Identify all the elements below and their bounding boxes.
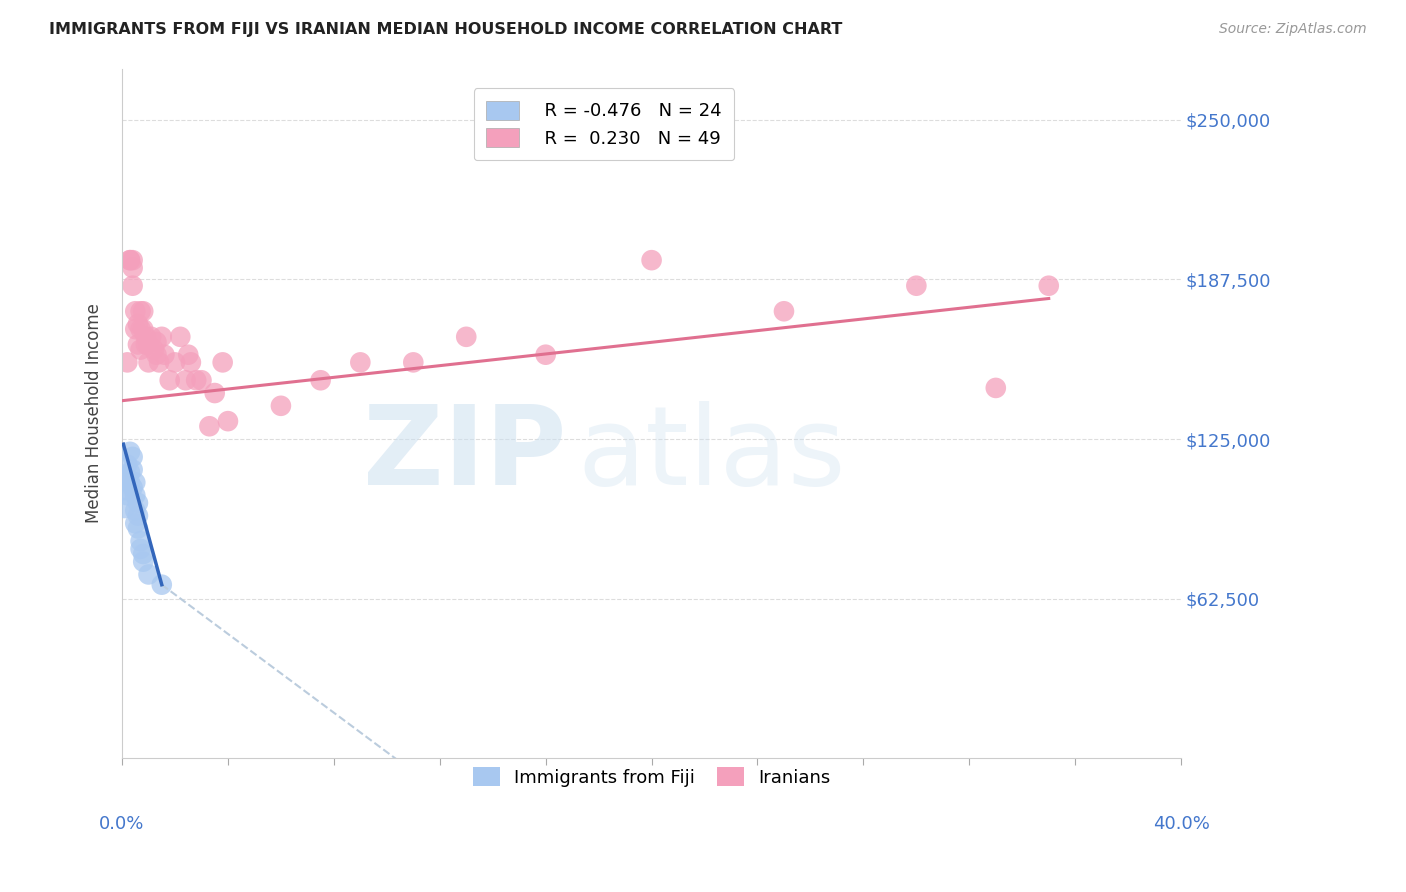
Point xyxy=(905,278,928,293)
Point xyxy=(163,355,186,369)
Point xyxy=(117,470,139,484)
Point xyxy=(534,348,557,362)
Point xyxy=(217,414,239,428)
Point xyxy=(129,541,152,556)
Point xyxy=(132,555,155,569)
Point xyxy=(127,337,149,351)
Point xyxy=(121,260,143,275)
Point xyxy=(456,330,478,344)
Point xyxy=(138,337,160,351)
Point xyxy=(984,381,1007,395)
Point xyxy=(124,503,146,517)
Point xyxy=(129,322,152,336)
Point xyxy=(198,419,221,434)
Point xyxy=(640,253,662,268)
Point xyxy=(117,355,139,369)
Point xyxy=(174,373,197,387)
Point xyxy=(270,399,292,413)
Text: atlas: atlas xyxy=(578,401,846,508)
Point xyxy=(138,567,160,582)
Point xyxy=(153,348,176,362)
Point xyxy=(204,386,226,401)
Point xyxy=(150,577,173,591)
Text: ZIP: ZIP xyxy=(364,401,567,508)
Point xyxy=(127,521,149,535)
Point xyxy=(118,475,141,490)
Point xyxy=(135,337,157,351)
Text: 0.0%: 0.0% xyxy=(100,814,145,832)
Point xyxy=(135,330,157,344)
Point xyxy=(127,317,149,331)
Point xyxy=(121,481,143,495)
Point xyxy=(180,355,202,369)
Legend: Immigrants from Fiji, Iranians: Immigrants from Fiji, Iranians xyxy=(458,753,845,801)
Point xyxy=(145,348,167,362)
Point xyxy=(190,373,212,387)
Point xyxy=(129,534,152,549)
Point xyxy=(117,488,139,502)
Point xyxy=(121,278,143,293)
Point xyxy=(129,343,152,357)
Point xyxy=(118,445,141,459)
Point xyxy=(118,253,141,268)
Point xyxy=(142,343,165,357)
Point xyxy=(138,355,160,369)
Point xyxy=(169,330,191,344)
Point xyxy=(132,322,155,336)
Y-axis label: Median Household Income: Median Household Income xyxy=(86,303,103,524)
Point xyxy=(349,355,371,369)
Point xyxy=(148,355,170,369)
Point xyxy=(117,458,139,472)
Point xyxy=(121,253,143,268)
Point xyxy=(127,508,149,523)
Point xyxy=(177,348,200,362)
Point xyxy=(132,304,155,318)
Point xyxy=(141,330,163,344)
Text: Source: ZipAtlas.com: Source: ZipAtlas.com xyxy=(1219,22,1367,37)
Point xyxy=(132,547,155,561)
Point xyxy=(124,475,146,490)
Point xyxy=(118,253,141,268)
Point xyxy=(159,373,181,387)
Point xyxy=(309,373,332,387)
Point xyxy=(1038,278,1060,293)
Point xyxy=(402,355,425,369)
Point xyxy=(773,304,796,318)
Point xyxy=(124,304,146,318)
Point xyxy=(118,465,141,479)
Point xyxy=(114,483,136,497)
Point xyxy=(121,463,143,477)
Point xyxy=(124,322,146,336)
Point xyxy=(121,450,143,464)
Text: 40.0%: 40.0% xyxy=(1153,814,1209,832)
Point xyxy=(114,501,136,516)
Point xyxy=(211,355,233,369)
Point xyxy=(127,496,149,510)
Point xyxy=(150,330,173,344)
Point xyxy=(124,488,146,502)
Point xyxy=(186,373,208,387)
Point xyxy=(124,516,146,531)
Point xyxy=(129,304,152,318)
Point xyxy=(145,334,167,349)
Text: IMMIGRANTS FROM FIJI VS IRANIAN MEDIAN HOUSEHOLD INCOME CORRELATION CHART: IMMIGRANTS FROM FIJI VS IRANIAN MEDIAN H… xyxy=(49,22,842,37)
